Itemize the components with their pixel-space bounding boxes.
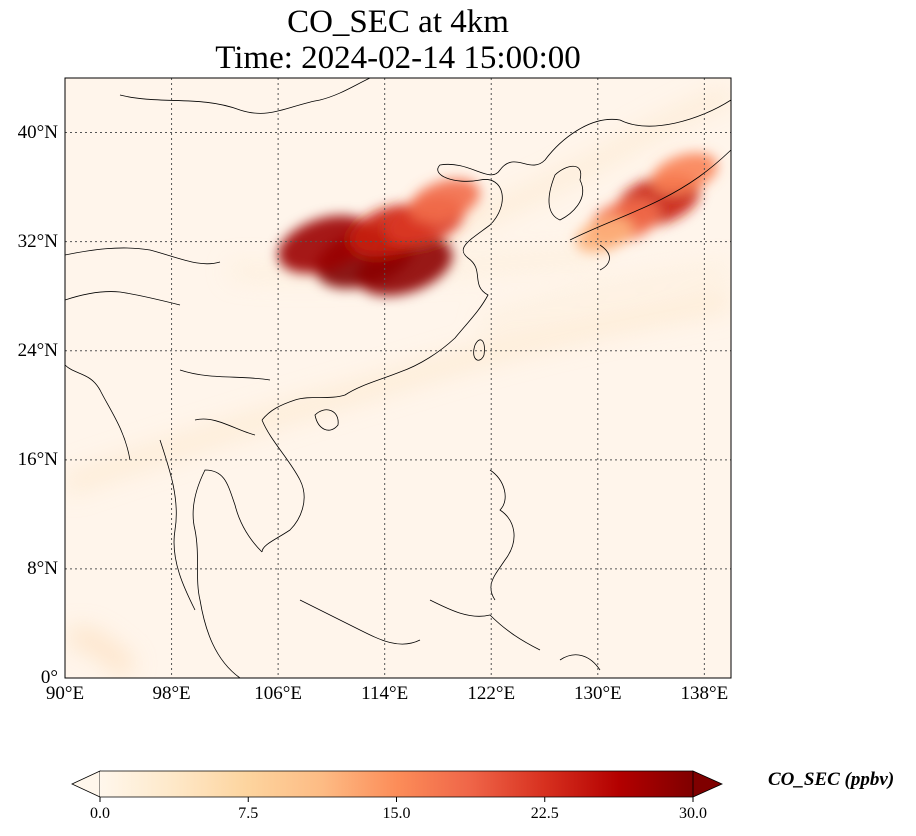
colorbar-tick-label: 7.5 xyxy=(238,805,259,822)
lon-tick-label: 106°E xyxy=(254,683,302,704)
lat-tick-label: 40°N xyxy=(17,121,58,143)
colorbar-extend-max xyxy=(692,770,723,798)
colorbar-ticks xyxy=(99,797,694,802)
plume-9 xyxy=(575,217,634,253)
map-panel xyxy=(65,78,731,678)
colorbar-tick-label: 0.0 xyxy=(90,805,110,822)
chart-subtitle-time: Time: 2024-02-14 15:00:00 xyxy=(215,40,581,76)
gridlines xyxy=(65,78,731,678)
lon-tick-label: 114°E xyxy=(361,683,409,704)
lon-tick-label: 90°E xyxy=(45,683,85,704)
plume-8 xyxy=(651,152,718,194)
colorbar-gradient xyxy=(100,771,693,797)
lat-tick-label: 8°N xyxy=(27,557,58,579)
chart-title: CO_SEC at 4km xyxy=(287,4,509,40)
colorbar-tick-label: 30.0 xyxy=(679,805,707,822)
colorbar-title: CO_SEC (ppbv) xyxy=(768,769,895,790)
lat-tick-label: 0° xyxy=(40,667,58,688)
lon-tick-label: 122°E xyxy=(467,683,516,704)
lon-tick-label: 138°E xyxy=(680,683,729,704)
lat-tick-label: 16°N xyxy=(17,448,58,470)
colorbar-tick-label: 22.5 xyxy=(530,805,559,822)
lat-tick-label: 32°N xyxy=(17,230,58,252)
map-frame xyxy=(64,77,732,679)
plume-1 xyxy=(278,215,372,274)
colorbar xyxy=(71,770,723,802)
coastlines xyxy=(65,78,731,678)
plume-5 xyxy=(409,178,481,223)
colorbar-extend-min xyxy=(71,770,101,798)
lon-tick-label: 130°E xyxy=(573,683,622,704)
lat-tick-label: 24°N xyxy=(17,339,58,361)
lon-tick-label: 98°E xyxy=(152,683,191,704)
colorbar-tick-label: 15.0 xyxy=(382,805,411,822)
co-plumes xyxy=(278,152,718,296)
